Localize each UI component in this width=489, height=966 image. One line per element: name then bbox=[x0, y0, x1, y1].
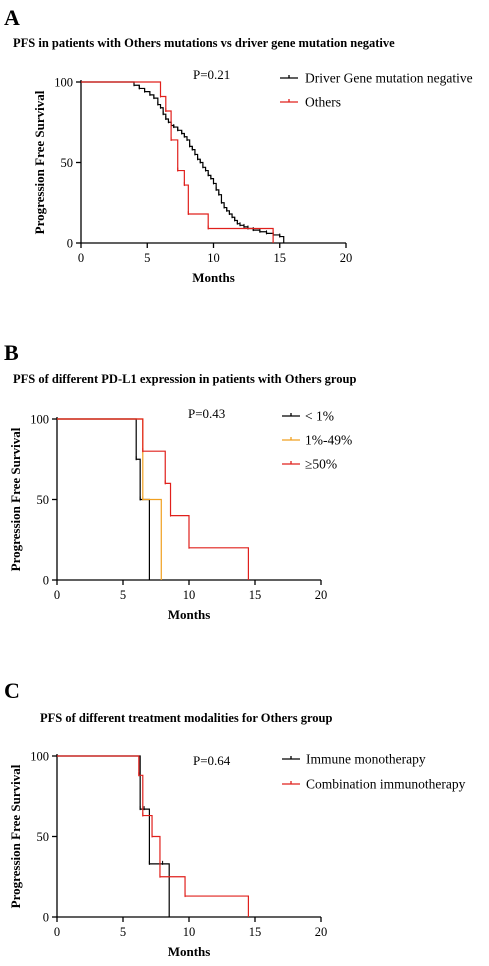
panel-letter-c: C bbox=[4, 678, 20, 703]
x-tick-label: 0 bbox=[54, 588, 60, 602]
survival-curve-1 bbox=[57, 418, 150, 580]
panel-letter-a: A bbox=[4, 5, 20, 30]
x-tick-label: 20 bbox=[315, 588, 328, 602]
x-tick-label: 20 bbox=[340, 251, 353, 265]
legend-label: Combination immunotherapy bbox=[306, 777, 466, 792]
x-tick-label: 15 bbox=[249, 588, 262, 602]
survival-curve-2 bbox=[81, 81, 274, 243]
x-axis-label: Months bbox=[168, 944, 211, 959]
survival-curve-2 bbox=[57, 755, 249, 917]
x-tick-label: 10 bbox=[183, 588, 196, 602]
y-tick-label: 100 bbox=[30, 750, 49, 764]
legend-label: Immune monotherapy bbox=[306, 752, 426, 767]
p-value: P=0.64 bbox=[193, 753, 231, 768]
survival-curve-1 bbox=[81, 81, 285, 243]
p-value: P=0.21 bbox=[193, 67, 230, 82]
y-tick-label: 50 bbox=[37, 493, 50, 507]
legend-label: Driver Gene mutation negative bbox=[305, 71, 473, 86]
y-tick-label: 0 bbox=[43, 574, 49, 588]
legend-label: ≥50% bbox=[305, 457, 337, 472]
x-tick-label: 5 bbox=[144, 251, 150, 265]
x-tick-label: 10 bbox=[207, 251, 220, 265]
x-tick-label: 5 bbox=[120, 925, 126, 939]
y-tick-label: 100 bbox=[30, 413, 49, 427]
legend-label: Others bbox=[305, 95, 341, 110]
x-tick-label: 5 bbox=[120, 588, 126, 602]
survival-curve-1 bbox=[57, 755, 170, 917]
panel-letter-b: B bbox=[4, 340, 19, 365]
x-axis-label: Months bbox=[192, 270, 235, 285]
y-tick-label: 50 bbox=[37, 830, 50, 844]
x-tick-label: 0 bbox=[78, 251, 84, 265]
y-axis-label: Progression Free Survival bbox=[8, 764, 23, 908]
y-tick-label: 0 bbox=[43, 911, 49, 925]
y-tick-label: 100 bbox=[54, 76, 73, 90]
legend-label: 1%-49% bbox=[305, 433, 352, 448]
chart-title: PFS of different PD-L1 expression in pat… bbox=[13, 372, 356, 386]
y-axis-label: Progression Free Survival bbox=[8, 427, 23, 571]
y-tick-label: 0 bbox=[67, 237, 73, 251]
legend-label: < 1% bbox=[305, 409, 334, 424]
x-tick-label: 15 bbox=[249, 925, 262, 939]
x-tick-label: 15 bbox=[274, 251, 287, 265]
chart-title: PFS in patients with Others mutations vs… bbox=[13, 36, 395, 50]
x-tick-label: 20 bbox=[315, 925, 328, 939]
p-value: P=0.43 bbox=[188, 406, 225, 421]
x-tick-label: 0 bbox=[54, 925, 60, 939]
x-tick-label: 10 bbox=[183, 925, 196, 939]
survival-curve-3 bbox=[57, 418, 249, 580]
chart-title: PFS of different treatment modalities fo… bbox=[40, 711, 332, 725]
y-tick-label: 50 bbox=[61, 156, 74, 170]
x-axis-label: Months bbox=[168, 607, 211, 622]
survival-curve-2 bbox=[57, 418, 162, 580]
y-axis-label: Progression Free Survival bbox=[32, 90, 47, 234]
